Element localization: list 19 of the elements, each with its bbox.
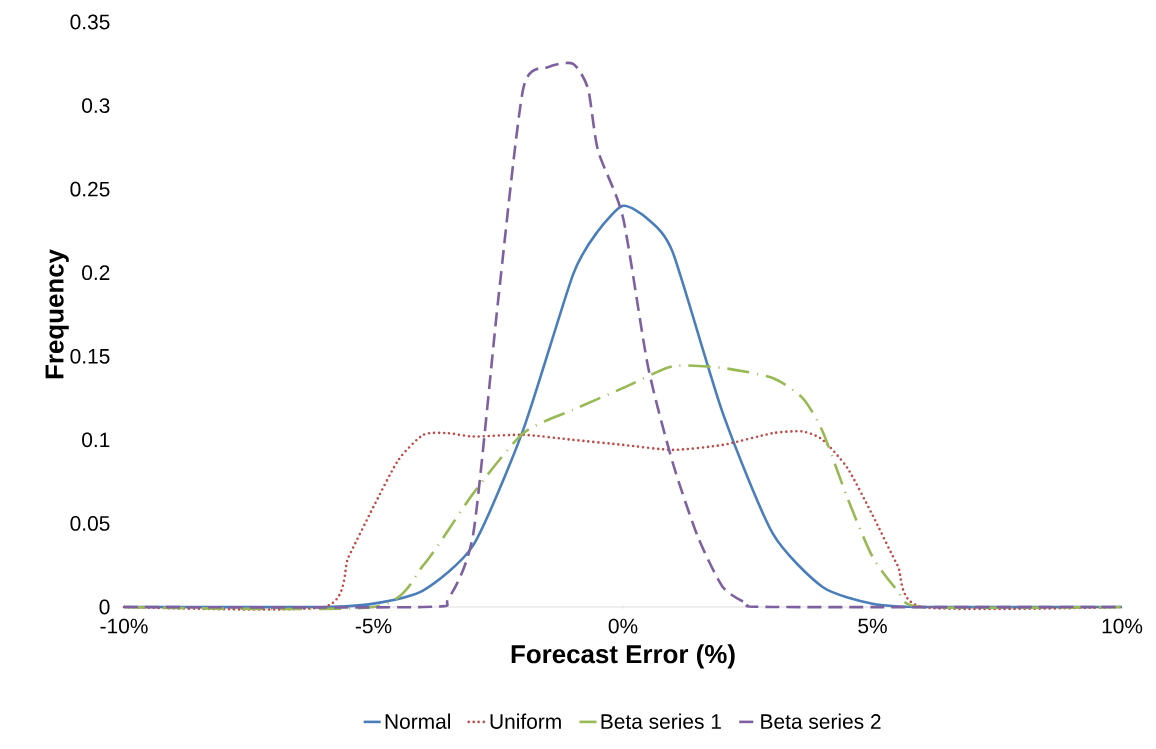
x-axis-title: Forecast Error (%) [511,644,735,669]
y-tick-label: 0.3 [82,98,110,113]
y-axis-title: Frequency [45,249,69,379]
y-tick-label: 0.25 [70,181,110,197]
legend-label: Uniform [490,713,561,729]
y-tick-label: 0 [99,599,110,615]
y-tick-label: 0.2 [82,265,110,281]
legend-label: Beta series 1 [601,713,721,729]
y-tick-label: 0.1 [82,432,110,448]
legend-label: Normal [385,713,450,729]
x-tick-label: 10% [1102,618,1143,634]
x-tick-label: -10% [100,618,148,634]
x-tick-label: -5% [355,618,392,634]
x-tick-label: 5% [858,618,887,634]
y-tick-label: 0.15 [70,348,110,364]
y-tick-label: 0.35 [70,14,110,30]
y-tick-label: 0.05 [70,516,110,531]
legend-label: Beta series 2 [761,713,881,729]
x-tick-label: 0% [608,618,638,634]
